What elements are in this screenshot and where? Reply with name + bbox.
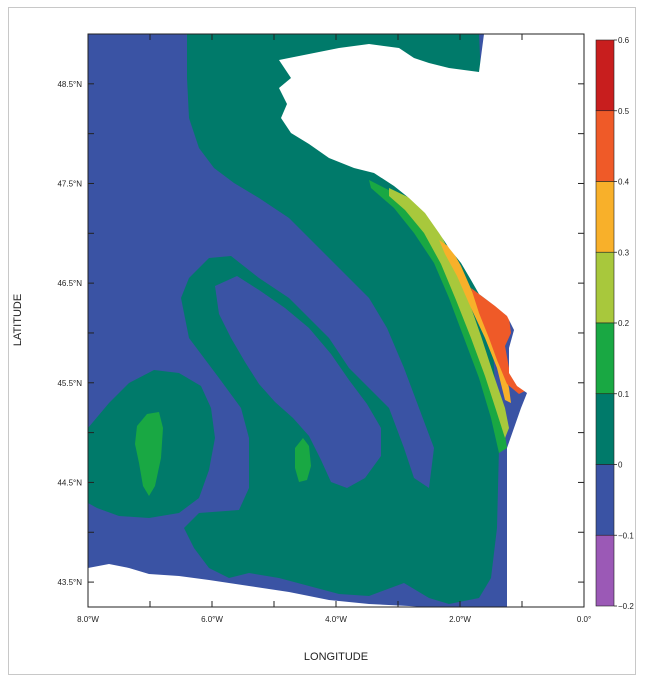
y-tick-label: 48.5°N (57, 80, 82, 89)
x-tick-label: 4.0°W (325, 615, 347, 624)
green-coastal-band (369, 180, 507, 453)
inner-negative-patch (215, 276, 381, 488)
land-north (279, 34, 584, 607)
colorbar-swatch (595, 251, 615, 324)
orange-coastal-band (439, 240, 511, 403)
colorbar: 0.6 0.5 0.4 0.3 0.2 0.1 0 −0.1 −0.2 (595, 36, 634, 611)
colorbar-swatch (595, 322, 615, 395)
x-tick-label: 2.0°W (449, 615, 471, 624)
y-tick-label: 44.5°N (57, 478, 82, 487)
y-axis-label: LATITUDE (12, 294, 24, 346)
colorbar-swatch (595, 534, 615, 607)
map-figure: 8.0°W 6.0°W 4.0°W 2.0°W 0.0° 43.5°N 44.5°N 45.… (12, 33, 634, 663)
colorbar-swatch (595, 110, 615, 182)
colorbar-label: 0.6 (618, 36, 630, 45)
colorbar-swatch (595, 393, 615, 465)
colorbar-label: 0.2 (618, 319, 630, 328)
colorbar-label: 0.1 (618, 390, 630, 399)
colorbar-label: −0.1 (618, 531, 634, 540)
green-patch-central (295, 438, 311, 482)
colorbar-label: −0.2 (618, 602, 634, 611)
figure-frame: 8.0°W 6.0°W 4.0°W 2.0°W 0.0° 43.5°N 44.5°N 45.… (8, 7, 636, 675)
lightgreen-coastal-band (389, 188, 509, 438)
x-tick-label: 6.0°W (201, 615, 223, 624)
x-tick-label: 0.0° (577, 615, 591, 624)
orangered-coastal-band (471, 288, 527, 394)
colorbar-label: 0.5 (618, 107, 630, 116)
y-tick-label: 43.5°N (57, 578, 82, 587)
y-tick-label: 47.5°N (57, 179, 82, 188)
land-south (88, 564, 479, 623)
y-tick-label: 46.5°N (57, 279, 82, 288)
colorbar-swatch (595, 464, 615, 536)
green-patch-west (135, 412, 163, 496)
colorbar-swatch (595, 181, 615, 253)
colorbar-swatch (595, 39, 615, 112)
x-axis-label: LONGITUDE (304, 651, 368, 663)
colorbar-label: 0.4 (618, 178, 630, 187)
y-axis: 43.5°N 44.5°N 45.5°N 46.5°N 47.5°N 48.5°N (57, 33, 584, 587)
map-field (88, 34, 584, 623)
colorbar-label: 0 (618, 461, 623, 470)
colorbar-label: 0.3 (618, 248, 630, 257)
y-tick-label: 45.5°N (57, 379, 82, 388)
x-axis: 8.0°W 6.0°W 4.0°W 2.0°W 0.0° (77, 34, 591, 624)
x-tick-label: 8.0°W (77, 615, 99, 624)
